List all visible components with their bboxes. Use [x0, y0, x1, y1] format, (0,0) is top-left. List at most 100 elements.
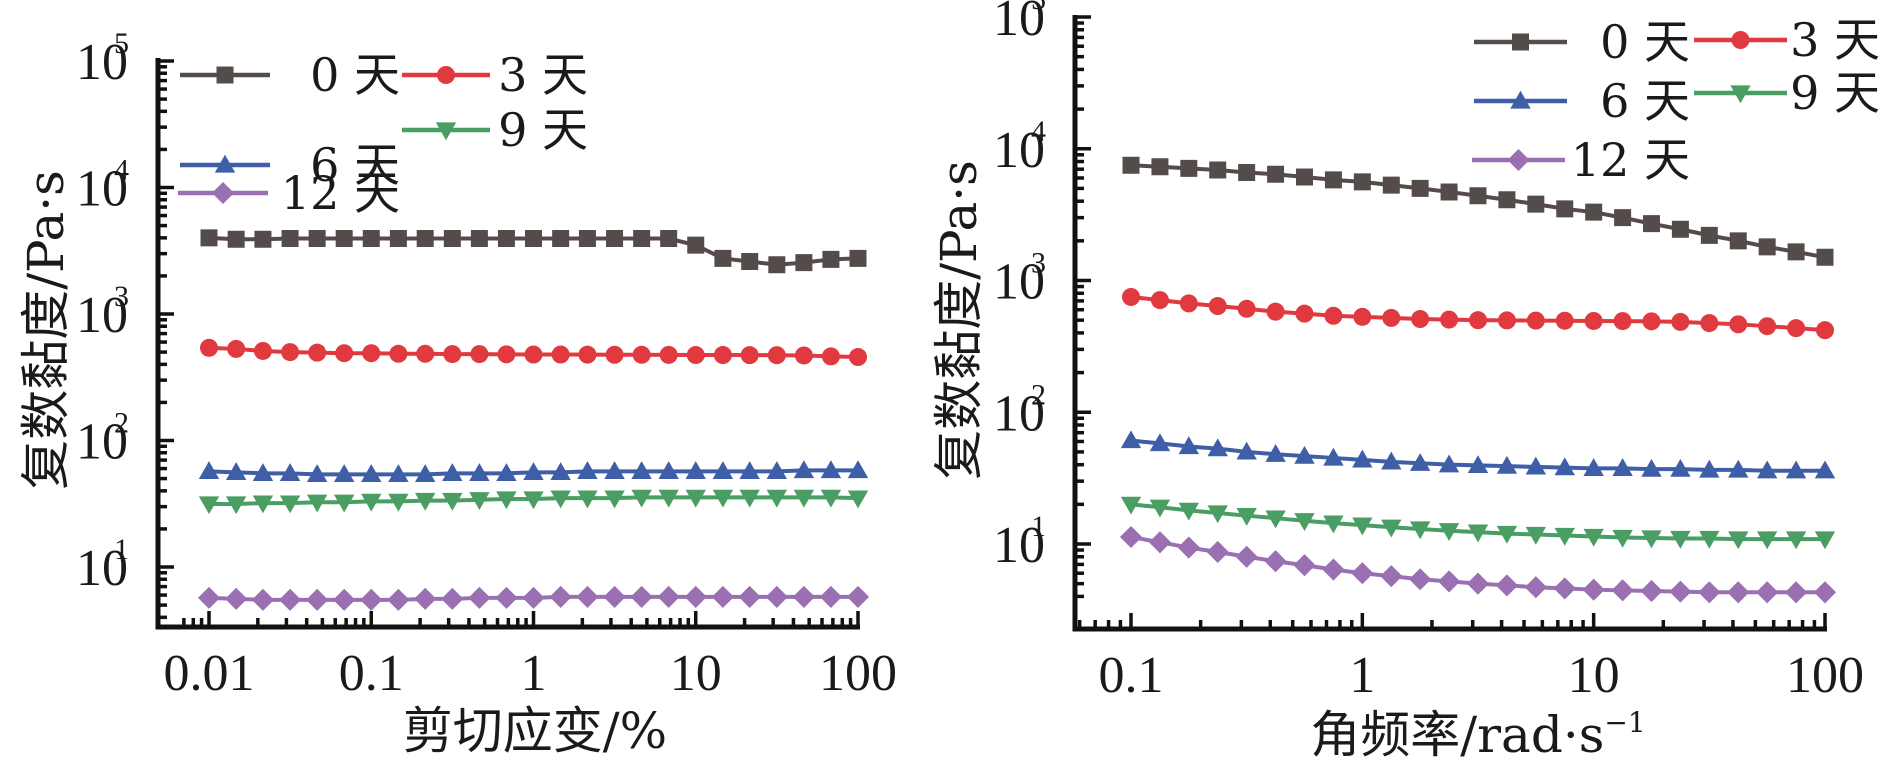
left-data-point — [714, 249, 732, 267]
left-y-tick-label: 10 — [76, 287, 128, 344]
left-data-point — [251, 588, 274, 611]
left-data-point — [468, 586, 491, 609]
right-series-1 — [1122, 287, 1834, 340]
right-y-tick-label: 10 — [993, 254, 1045, 311]
left-data-point — [822, 250, 840, 268]
right-y-tick-label: 10 — [993, 0, 1045, 47]
left-series-1 — [200, 338, 867, 367]
right-data-point — [1555, 311, 1574, 330]
left-data-point — [576, 585, 599, 608]
right-legend-item: 9 天 — [1694, 66, 1880, 120]
right-data-point — [1612, 529, 1633, 548]
left-x-axis-title-text: 剪切应变/% — [403, 702, 667, 760]
left-y-axis-title: 复数黏度/Pa·s — [17, 170, 75, 490]
right-data-point — [1642, 215, 1660, 233]
right-data-point — [1324, 171, 1342, 189]
left-y-tick-exponent: 4 — [114, 154, 129, 187]
left-data-point — [738, 585, 761, 608]
right-data-point — [1816, 321, 1834, 340]
right-data-point — [1495, 574, 1518, 597]
right-data-point — [1438, 454, 1460, 473]
left-y-tick-base: 10 — [76, 540, 128, 597]
left-data-point — [658, 461, 679, 480]
left-data-point — [441, 587, 464, 610]
left-data-point — [550, 490, 571, 509]
right-legend-label: 6 天 — [1600, 74, 1690, 128]
right-data-point — [1496, 455, 1518, 474]
left-data-point — [524, 345, 543, 364]
right-data-point — [1209, 161, 1227, 179]
right-data-point — [1381, 519, 1402, 538]
left-y-tick-label: 10 — [76, 34, 128, 91]
right-data-point — [1756, 531, 1778, 550]
right-data-point — [1700, 226, 1718, 244]
right-data-point — [1583, 528, 1604, 547]
left-data-point — [578, 230, 596, 248]
right-data-point — [1237, 299, 1256, 318]
left-series-3 — [198, 489, 869, 515]
right-data-point — [1178, 502, 1200, 521]
right-y-tick-exponent: 3 — [1031, 247, 1046, 280]
left-data-point — [768, 256, 786, 274]
left-data-point — [225, 587, 248, 610]
left-data-point — [495, 586, 518, 609]
right-data-point — [1756, 581, 1779, 604]
right-data-point — [1554, 527, 1575, 546]
left-data-point — [387, 588, 410, 611]
left-data-point — [792, 585, 815, 608]
left-data-point — [819, 585, 842, 608]
left-data-point — [308, 343, 327, 362]
right-y-tick-exponent: 2 — [1031, 378, 1046, 411]
left-data-point — [523, 462, 544, 481]
left-data-point — [686, 346, 705, 365]
left-data-point — [794, 346, 813, 365]
right-data-point — [1179, 294, 1198, 313]
right-data-point — [1729, 315, 1748, 334]
left-data-point — [711, 585, 734, 608]
left-data-point — [442, 492, 463, 511]
right-data-point — [1698, 581, 1721, 604]
left-data-point — [606, 230, 624, 248]
right-data-point — [1527, 195, 1545, 213]
left-data-point — [360, 588, 383, 611]
left-legend-marker — [216, 66, 234, 84]
right-data-point — [1294, 445, 1315, 464]
left-data-point — [577, 461, 598, 480]
left-data-point — [198, 496, 220, 515]
left-data-point — [658, 489, 679, 508]
right-legend-marker — [1731, 31, 1750, 49]
right-data-point — [1266, 302, 1285, 321]
left-data-point — [389, 230, 407, 248]
left-data-point — [335, 344, 354, 363]
left-legend-label: 0 天 — [310, 48, 400, 102]
left-y-tick-exponent: 2 — [114, 407, 129, 440]
left-data-point — [197, 586, 221, 609]
left-y-tick-label: 10 — [76, 414, 128, 471]
left-data-point — [416, 344, 435, 363]
left-data-point — [306, 494, 328, 513]
left-data-point — [198, 461, 220, 480]
right-legend-label: 12 天 — [1571, 133, 1690, 187]
left-legend-item: 12 天 — [178, 166, 400, 220]
left-x-tick-label: 0.1 — [339, 645, 404, 702]
left-data-point — [388, 493, 409, 512]
right-data-point — [1582, 578, 1605, 601]
right-data-point — [1669, 580, 1692, 603]
right-data-point — [1814, 460, 1836, 479]
left-data-point — [793, 460, 815, 479]
right-x-tick-label: 100 — [1786, 647, 1864, 704]
right-data-point — [1468, 311, 1487, 330]
left-data-point — [739, 461, 760, 480]
left-data-point — [849, 348, 867, 367]
right-data-point — [1409, 568, 1432, 591]
right-series-0 — [1122, 156, 1834, 266]
right-data-point — [1440, 310, 1459, 329]
left-y-tick-label: 10 — [76, 161, 128, 218]
left-data-point — [414, 492, 436, 511]
right-data-point — [1265, 510, 1286, 529]
left-data-point — [578, 345, 597, 364]
right-series-3 — [1120, 496, 1836, 550]
left-data-point — [470, 345, 489, 364]
right-data-point — [1614, 209, 1632, 227]
left-series-0 — [200, 229, 867, 274]
